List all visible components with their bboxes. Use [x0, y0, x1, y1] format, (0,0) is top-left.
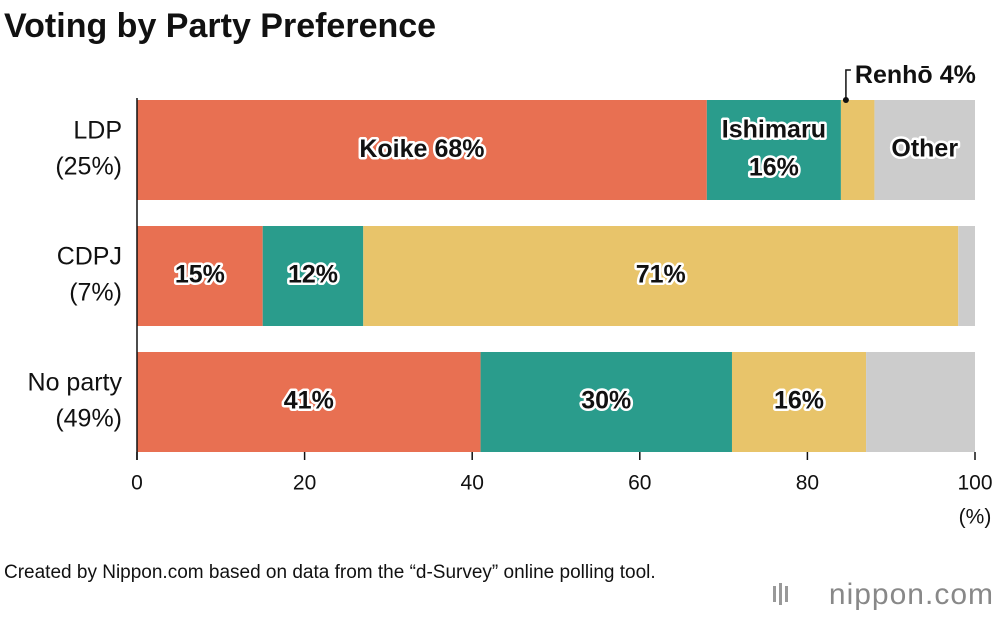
series-name: Ishimaru: [722, 116, 826, 144]
bar-segment: [731, 352, 867, 452]
bar-segment: [137, 100, 707, 200]
x-tick-label: 40: [461, 472, 484, 495]
value-label: 16%: [774, 387, 824, 415]
y-tick-label: No party: [28, 369, 123, 397]
bar-segment: [958, 226, 975, 326]
x-tick-label: 0: [131, 472, 143, 495]
y-tick-note: (7%): [69, 279, 122, 307]
series-name: Other: [891, 135, 958, 163]
y-tick-note: (25%): [55, 153, 122, 181]
source-note: Created by Nippon.com based on data from…: [4, 562, 656, 583]
segment-label: Renhō 4%: [855, 61, 976, 89]
series-name: Koike: [359, 135, 427, 163]
y-tick-note: (49%): [55, 405, 122, 433]
segment-label: Koike 68%: [359, 135, 484, 163]
x-axis-label: (%): [959, 506, 992, 529]
bar-segment: [480, 352, 732, 452]
value-label: 12%: [288, 261, 338, 289]
series-name: Renhō: [855, 61, 933, 89]
bar-segment: [874, 100, 975, 200]
bar-segment: [840, 100, 875, 200]
value-label: 41%: [284, 387, 334, 415]
y-tick-label: CDPJ: [57, 243, 122, 271]
x-tick-label: 20: [293, 472, 316, 495]
bar-segment: [706, 100, 841, 200]
bar-segment: [262, 226, 364, 326]
bar-segment: [363, 226, 959, 326]
logo: nippon.com: [828, 578, 994, 611]
value-label: 30%: [581, 387, 631, 415]
bar-segment: [137, 226, 263, 326]
value-label: 68%: [434, 135, 484, 163]
value-label: 71%: [636, 261, 686, 289]
value-label: 4%: [940, 61, 976, 89]
logo-icon: [773, 583, 788, 605]
callout-line: [845, 69, 851, 100]
x-tick-label: 80: [796, 472, 819, 495]
chart-title: Voting by Party Preference: [4, 7, 436, 45]
x-tick-label: 60: [628, 472, 651, 495]
bar-segment: [866, 352, 975, 452]
y-tick-label: LDP: [73, 117, 122, 145]
value-label: 16%: [749, 154, 799, 182]
value-label: 15%: [175, 261, 225, 289]
bar-segment: [137, 352, 481, 452]
x-tick-label: 100: [957, 472, 992, 495]
